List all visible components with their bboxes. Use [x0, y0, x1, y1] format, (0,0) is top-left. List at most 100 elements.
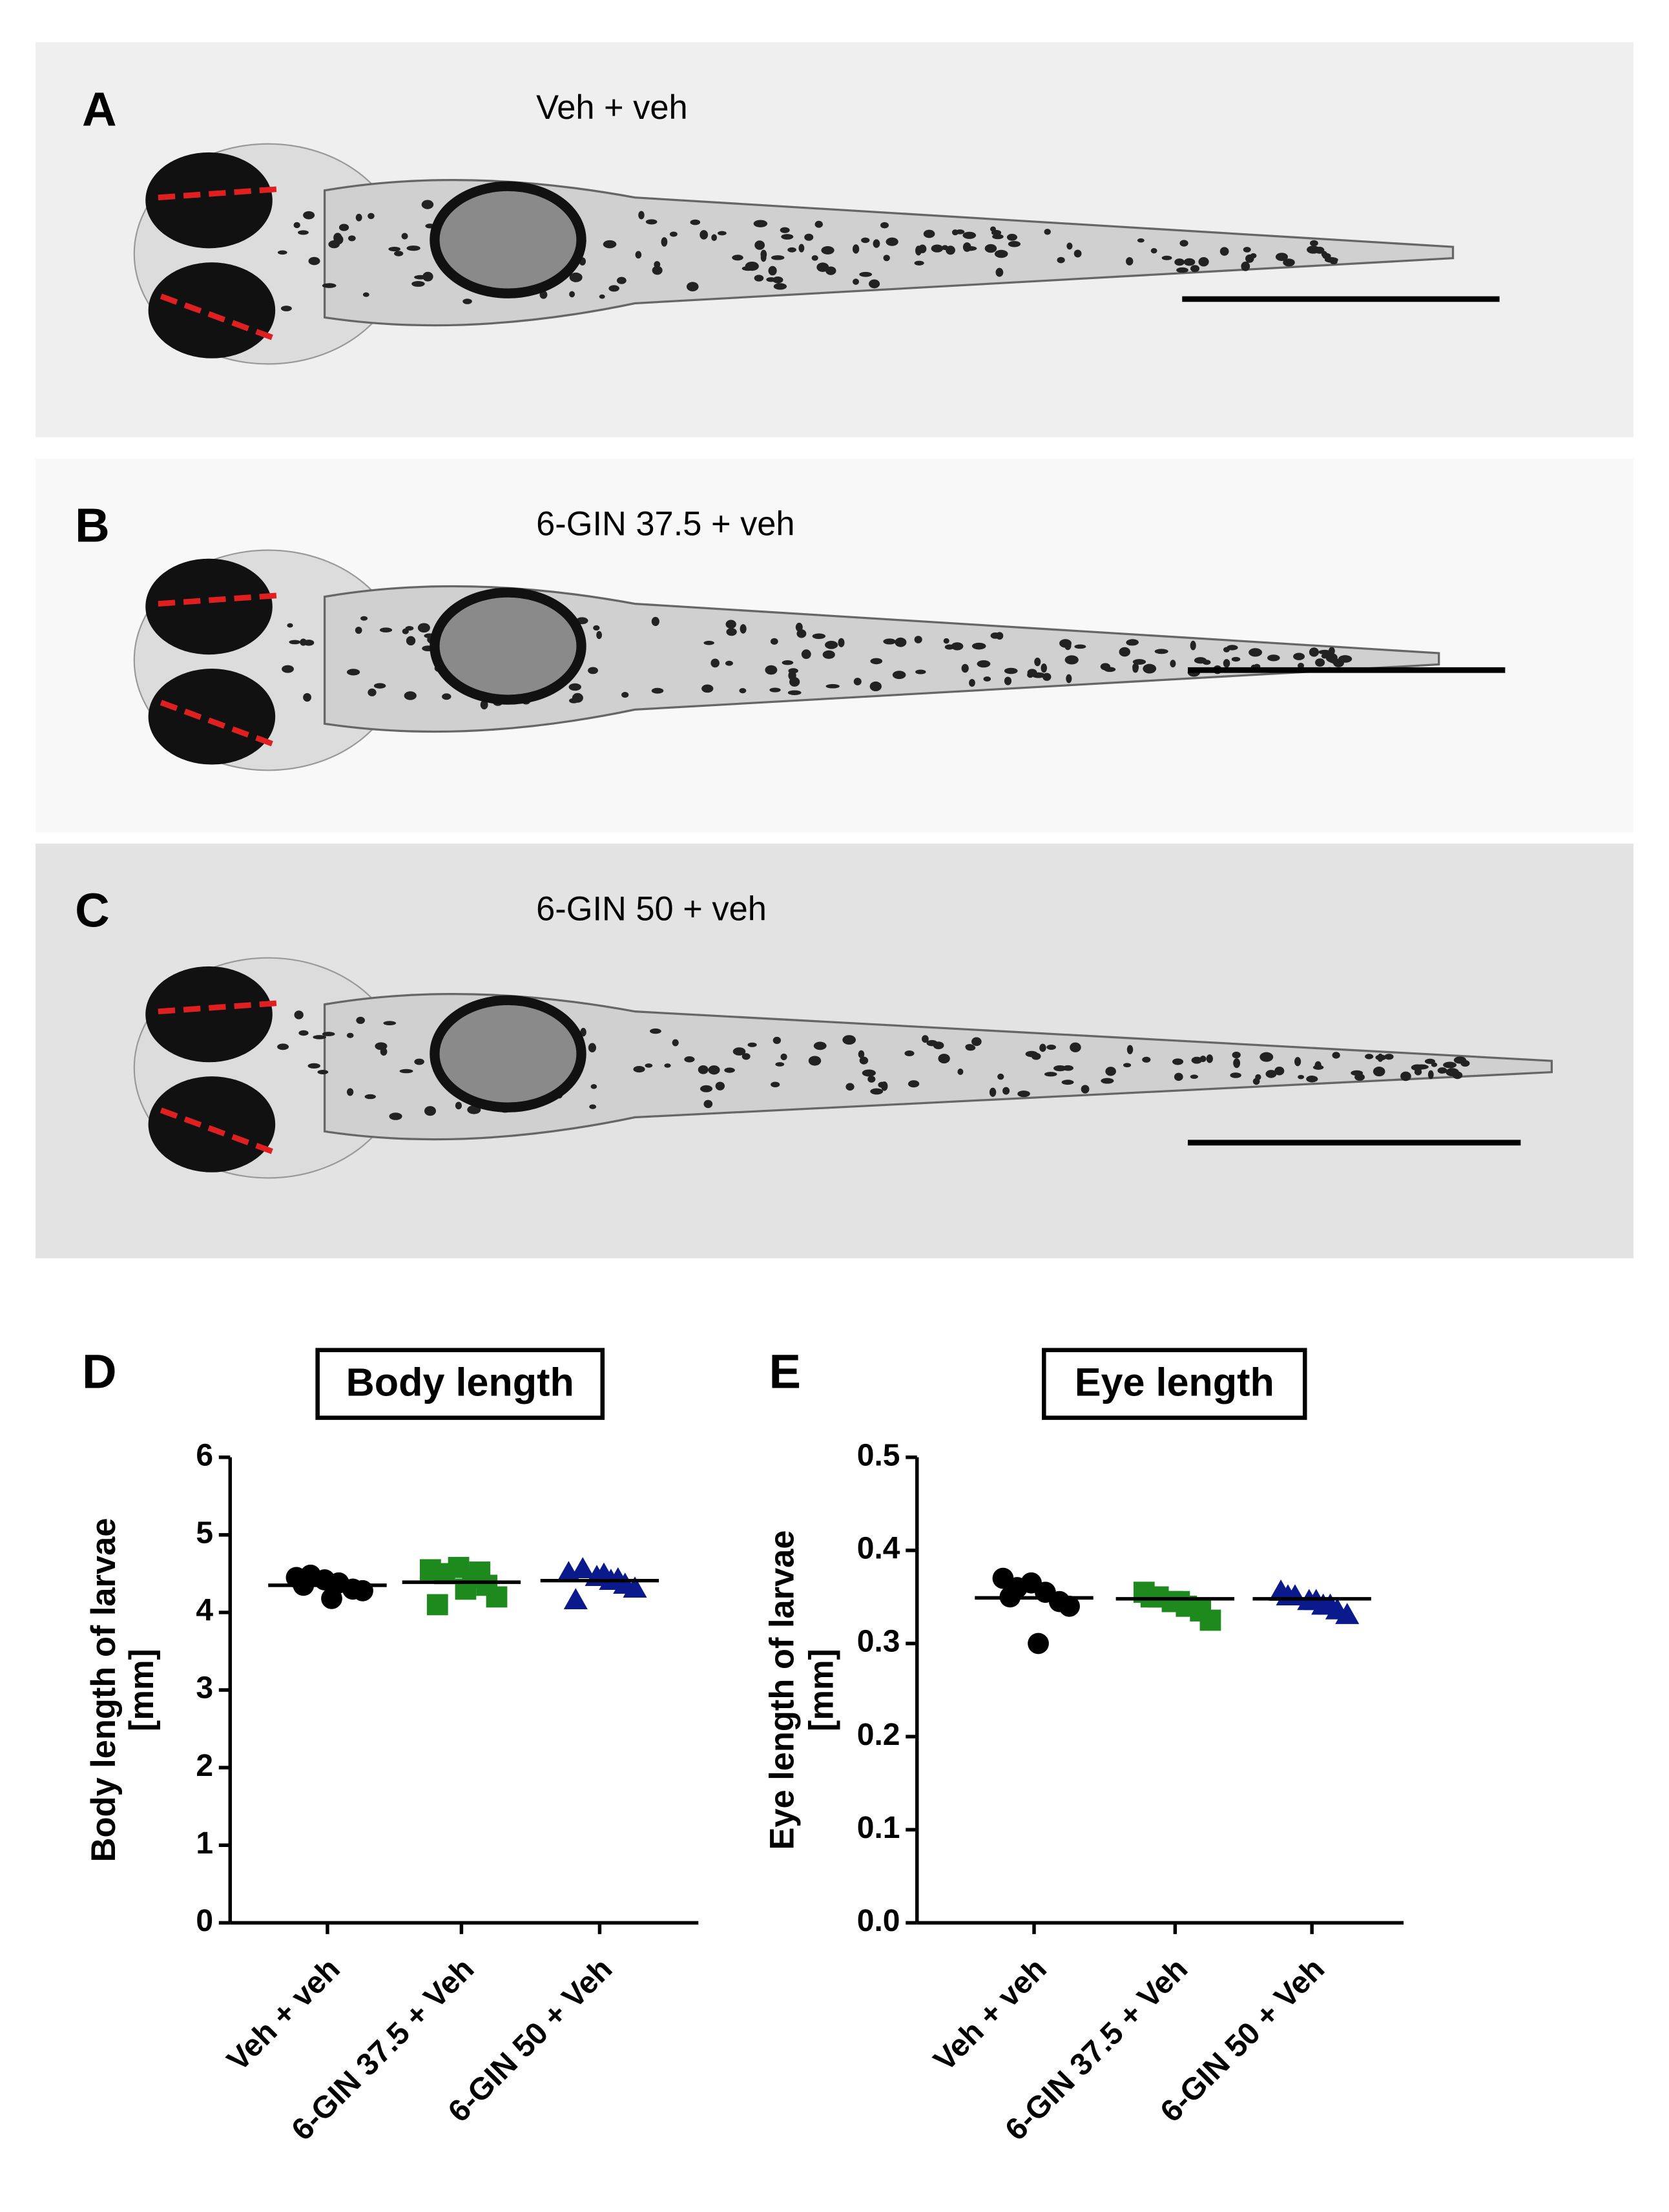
pigment	[895, 637, 907, 647]
photo-panel: A Veh + veh	[35, 42, 1634, 437]
pigment	[394, 251, 404, 256]
pigment	[661, 237, 668, 247]
pigment	[307, 1063, 320, 1069]
pigment	[772, 276, 783, 284]
pigment	[1034, 657, 1041, 667]
pigment	[1174, 258, 1185, 266]
pigment	[1044, 229, 1051, 235]
pigment	[1267, 654, 1280, 662]
pigment	[1223, 647, 1230, 652]
pigment	[838, 638, 845, 647]
pigment	[703, 640, 714, 645]
pigment	[931, 244, 944, 253]
pigment	[1312, 1065, 1324, 1070]
pigment	[1070, 1042, 1081, 1052]
pigment	[1223, 659, 1230, 668]
data-point	[606, 1567, 630, 1589]
pigment	[346, 1088, 354, 1096]
pigment	[1354, 1073, 1365, 1081]
pigment	[710, 658, 720, 668]
pigment	[277, 1043, 289, 1050]
pigment	[1008, 240, 1021, 247]
y-tick-label: 5	[196, 1516, 213, 1550]
pigment	[652, 266, 663, 275]
pigment	[399, 1069, 413, 1074]
y-axis-label: Eye length of larvae	[763, 1530, 801, 1850]
pigment	[364, 1094, 376, 1100]
pigment	[360, 616, 368, 621]
larva-eye	[148, 669, 276, 765]
chart-title: Body length	[346, 1361, 574, 1404]
pigment	[1437, 1067, 1447, 1074]
pigment	[1073, 249, 1082, 258]
pigment	[1274, 1066, 1285, 1076]
pigment	[703, 1100, 713, 1109]
pigment	[698, 1065, 709, 1074]
pigment	[1066, 674, 1072, 683]
pigment	[732, 255, 743, 261]
pigment	[1411, 1064, 1424, 1071]
pigment	[878, 1081, 886, 1089]
pigment	[362, 292, 369, 297]
pigment	[1059, 639, 1072, 648]
pigment	[417, 623, 430, 633]
pigment	[414, 1058, 424, 1065]
pigment	[1194, 657, 1207, 664]
pigment	[373, 683, 386, 689]
pigment	[1123, 1063, 1132, 1068]
pigment	[411, 281, 425, 287]
pigment	[984, 244, 997, 253]
pigment	[1443, 1061, 1457, 1069]
pigment	[700, 1085, 713, 1092]
pigment	[971, 1037, 982, 1047]
pigment	[782, 660, 794, 665]
pigment	[356, 1016, 365, 1024]
pigment	[725, 620, 736, 629]
pigment	[1384, 1054, 1394, 1060]
data-point	[469, 1561, 491, 1583]
pigment	[977, 660, 991, 668]
pigment	[1431, 1062, 1438, 1067]
pigment	[711, 234, 717, 242]
pigment	[825, 640, 838, 649]
pigment	[596, 631, 603, 640]
pigment	[943, 638, 949, 644]
data-point	[570, 1557, 595, 1578]
data-point	[592, 1562, 616, 1584]
pigment	[404, 691, 417, 700]
eye-measure	[158, 186, 280, 201]
pigment	[569, 698, 579, 704]
pigment	[569, 272, 583, 282]
pigment	[645, 219, 658, 225]
pigment	[1321, 653, 1328, 659]
eye-measure	[158, 592, 280, 607]
pigment	[1307, 245, 1320, 254]
pigment	[333, 233, 342, 243]
pigment	[1061, 1080, 1074, 1085]
pigment	[1150, 247, 1157, 254]
panel-letter: C	[75, 884, 110, 937]
pigment	[1329, 658, 1338, 663]
pigment	[811, 255, 818, 261]
pigment	[1249, 648, 1263, 657]
larva-eye	[148, 262, 276, 359]
pigment	[298, 1030, 309, 1036]
pigment	[293, 222, 300, 229]
pigment	[725, 660, 733, 666]
pigment	[1198, 257, 1209, 267]
pigment	[616, 276, 627, 284]
pigment	[1452, 1071, 1463, 1080]
pigment	[298, 230, 309, 235]
pigment	[787, 247, 796, 253]
pigment	[608, 285, 619, 292]
pigment	[569, 291, 575, 298]
pigment	[672, 1039, 679, 1047]
pigment	[1137, 238, 1145, 243]
pigment	[892, 671, 906, 680]
larva-eye	[148, 1076, 276, 1173]
pigment	[1004, 667, 1018, 674]
pigment	[853, 278, 859, 285]
larva-body	[323, 585, 1440, 733]
pigment	[914, 260, 924, 266]
pigment	[635, 251, 642, 259]
